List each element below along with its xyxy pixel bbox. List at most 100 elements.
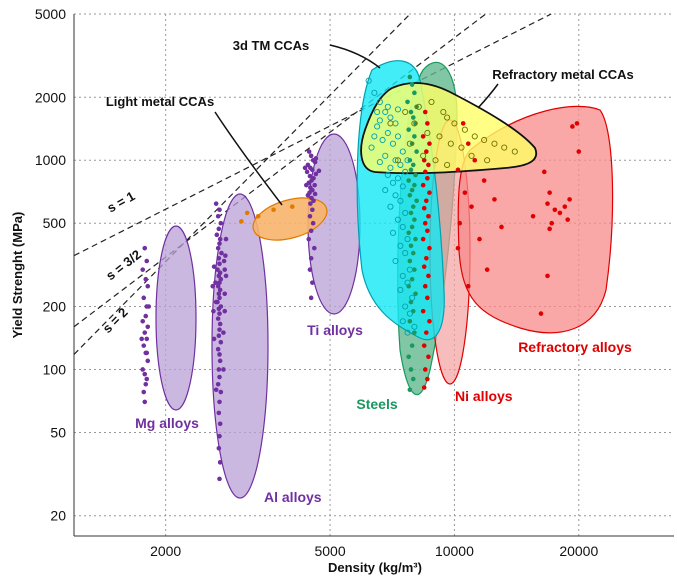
data-point	[426, 213, 431, 219]
data-point	[408, 299, 414, 305]
data-point	[424, 149, 429, 154]
data-point	[217, 352, 222, 357]
data-point	[484, 267, 490, 272]
data-point	[425, 175, 430, 181]
data-point	[376, 159, 383, 166]
data-point	[145, 324, 151, 330]
data-point	[217, 295, 222, 301]
data-point	[538, 311, 544, 316]
data-point	[392, 192, 399, 199]
data-point	[389, 179, 397, 186]
data-point	[374, 108, 381, 116]
data-point	[411, 323, 418, 330]
callout-light-ccas	[214, 111, 283, 206]
data-point	[142, 330, 148, 335]
data-point	[221, 330, 226, 335]
data-point	[215, 267, 220, 272]
data-point	[211, 336, 217, 342]
data-point	[412, 267, 417, 272]
data-point	[407, 192, 413, 198]
data-point	[499, 224, 504, 230]
data-point	[409, 82, 415, 87]
data-point	[455, 167, 461, 173]
data-point	[455, 245, 461, 251]
data-point	[465, 141, 471, 146]
data-point	[397, 197, 404, 204]
data-point	[374, 123, 381, 130]
x-tick-label: 10000	[435, 543, 474, 559]
data-point	[217, 327, 222, 332]
data-point	[308, 228, 314, 234]
data-point	[392, 257, 399, 265]
data-point	[304, 182, 309, 188]
data-point	[406, 230, 411, 236]
data-point	[409, 224, 415, 230]
data-point	[213, 280, 218, 285]
data-point	[414, 149, 419, 154]
data-point	[222, 291, 228, 297]
group-label: Light metal CCAs	[106, 94, 214, 109]
data-point	[213, 201, 219, 206]
data-point	[424, 255, 429, 261]
data-point	[211, 308, 216, 314]
data-point	[511, 148, 518, 155]
data-point	[399, 183, 406, 190]
data-point	[223, 253, 228, 258]
data-point	[382, 187, 389, 194]
data-point	[427, 190, 432, 195]
data-point	[412, 90, 417, 96]
data-point	[213, 299, 219, 305]
data-point	[140, 367, 146, 372]
data-point	[404, 329, 411, 336]
data-point	[217, 421, 223, 427]
data-point	[427, 141, 432, 146]
data-point	[217, 399, 222, 405]
data-point	[425, 121, 430, 126]
data-point	[397, 161, 404, 168]
data-point	[399, 223, 406, 230]
data-point	[405, 99, 410, 105]
data-point	[410, 376, 416, 382]
data-point	[310, 220, 316, 226]
data-point	[411, 120, 418, 127]
data-point	[145, 358, 151, 364]
x-tick-label: 20000	[559, 543, 598, 559]
y-tick-label: 2000	[35, 89, 66, 105]
data-point	[402, 108, 409, 116]
data-point	[402, 250, 409, 257]
data-point	[371, 133, 378, 140]
data-point	[379, 136, 386, 144]
data-point	[426, 273, 431, 279]
data-point	[221, 367, 226, 372]
data-point	[140, 267, 146, 272]
data-point	[457, 220, 463, 226]
data-point	[404, 279, 411, 286]
guide-line-label: s = 2	[99, 305, 130, 336]
data-point	[384, 171, 391, 179]
data-point	[432, 157, 439, 164]
data-point	[409, 343, 415, 348]
data-point	[420, 134, 426, 139]
data-point	[471, 133, 478, 140]
data-point	[216, 291, 222, 297]
data-point	[389, 229, 397, 236]
data-points	[139, 74, 582, 482]
data-point	[421, 385, 427, 390]
data-point	[389, 140, 397, 147]
guide-line-0	[73, 13, 552, 257]
data-point	[384, 103, 391, 110]
y-tick-label: 50	[50, 424, 66, 440]
data-point	[312, 245, 317, 251]
data-point	[392, 157, 399, 164]
data-point	[444, 114, 451, 121]
data-point	[421, 157, 427, 163]
data-point	[413, 236, 418, 242]
data-point	[545, 273, 550, 279]
data-point	[217, 321, 223, 327]
group-label: Refractory alloys	[518, 339, 632, 355]
data-point	[404, 236, 411, 243]
axes	[73, 14, 674, 537]
data-point	[217, 280, 222, 285]
callout-refractory-ccas	[477, 83, 499, 109]
data-point	[217, 374, 222, 380]
